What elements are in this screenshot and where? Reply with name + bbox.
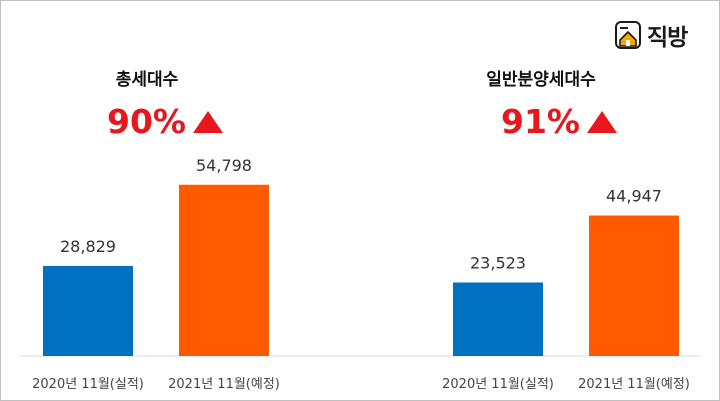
value-label-0-1: 54,798: [196, 156, 252, 175]
category-label-0-0: 2020년 11월(실적): [32, 377, 144, 392]
bar-0-1: [179, 184, 269, 356]
growth-total: 90%: [107, 102, 224, 141]
category-label-0-1: 2021년 11월(예정): [168, 377, 280, 392]
bar-1-0: [453, 282, 543, 356]
up-triangle-icon: [193, 110, 223, 133]
house-logo-icon: [615, 21, 641, 49]
bar-1-1: [589, 215, 679, 356]
value-label-1-0: 23,523: [470, 253, 526, 272]
panel-title-general: 일반분양세대수: [486, 70, 596, 90]
panel-title-total: 총세대수: [115, 70, 179, 90]
brand-logo: 직방: [615, 19, 688, 51]
growth-total-value: 90%: [107, 102, 186, 141]
category-label-1-0: 2020년 11월(실적): [442, 377, 554, 392]
growth-general-value: 91%: [501, 102, 580, 141]
value-label-0-0: 28,829: [60, 237, 116, 256]
value-label-1-1: 44,947: [606, 187, 662, 206]
category-label-1-1: 2021년 11월(예정): [578, 377, 690, 392]
growth-general: 91%: [501, 102, 618, 141]
brand-logo-text: 직방: [647, 25, 688, 51]
bar-0-0: [43, 265, 133, 356]
up-triangle-icon: [587, 110, 617, 133]
